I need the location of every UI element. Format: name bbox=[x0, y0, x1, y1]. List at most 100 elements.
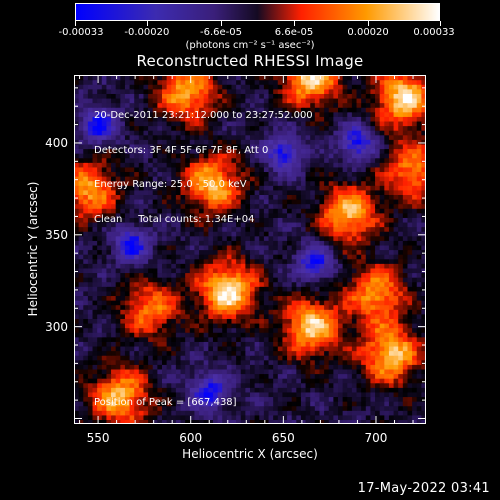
heatmap-cell bbox=[120, 350, 126, 356]
heatmap-cell bbox=[212, 378, 219, 384]
heatmap-cell bbox=[388, 405, 395, 411]
heatmap-cell bbox=[101, 130, 108, 136]
heatmap-cell bbox=[115, 254, 121, 260]
heatmap-cell bbox=[87, 120, 94, 127]
heatmap-cell bbox=[370, 139, 376, 145]
heatmap-cell bbox=[296, 368, 302, 375]
heatmap-cell bbox=[217, 410, 223, 416]
heatmap-cell bbox=[226, 198, 233, 205]
heatmap-cell bbox=[171, 313, 177, 319]
heatmap-cell bbox=[148, 419, 154, 424]
heatmap-cell bbox=[106, 345, 112, 352]
heatmap-cell bbox=[231, 336, 237, 342]
heatmap-cell bbox=[268, 345, 274, 352]
heatmap-cell bbox=[74, 120, 80, 127]
heatmap-cell bbox=[402, 300, 409, 306]
heatmap-cell bbox=[245, 258, 251, 264]
heatmap-cell bbox=[273, 341, 279, 347]
heatmap-cell bbox=[189, 382, 196, 388]
heatmap-cell bbox=[287, 304, 293, 310]
heatmap-cell bbox=[421, 313, 426, 319]
heatmap-cell bbox=[97, 157, 103, 163]
heatmap-cell bbox=[259, 231, 265, 237]
heatmap-cell bbox=[319, 277, 325, 283]
heatmap-cell bbox=[162, 419, 168, 424]
heatmap-cell bbox=[185, 290, 191, 297]
heatmap-cell bbox=[375, 240, 381, 246]
heatmap-cell bbox=[236, 272, 242, 278]
heatmap-cell bbox=[162, 368, 168, 375]
heatmap-cell bbox=[101, 162, 108, 168]
heatmap-cell bbox=[398, 267, 404, 274]
heatmap-cell bbox=[421, 157, 426, 163]
heatmap-cell bbox=[351, 414, 358, 421]
heatmap-cell bbox=[263, 157, 270, 163]
heatmap-cell bbox=[111, 332, 117, 338]
heatmap-cell bbox=[250, 171, 256, 177]
heatmap-cell bbox=[115, 313, 121, 319]
heatmap-cell bbox=[375, 258, 381, 264]
heatmap-cell bbox=[388, 391, 395, 398]
heatmap-cell bbox=[263, 120, 270, 127]
heatmap-cell bbox=[282, 254, 288, 260]
heatmap-cell bbox=[180, 313, 186, 319]
heatmap-cell bbox=[231, 387, 237, 393]
heatmap-cell bbox=[129, 345, 135, 352]
heatmap-cell bbox=[245, 336, 251, 342]
heatmap-cell bbox=[282, 341, 288, 347]
heatmap-cell bbox=[148, 139, 154, 145]
heatmap-cell bbox=[148, 249, 154, 255]
heatmap-cell bbox=[412, 162, 418, 168]
heatmap-cell bbox=[412, 221, 418, 228]
heatmap-cell bbox=[180, 277, 186, 283]
heatmap-cell bbox=[175, 277, 182, 283]
heatmap-cell bbox=[171, 272, 177, 278]
heatmap-cell bbox=[222, 180, 228, 186]
heatmap-cell bbox=[162, 162, 168, 168]
heatmap-cell bbox=[291, 350, 297, 356]
heatmap-cell bbox=[236, 240, 242, 246]
heatmap-cell bbox=[277, 341, 284, 347]
heatmap-cell bbox=[143, 171, 149, 177]
heatmap-cell bbox=[180, 396, 186, 402]
heatmap-cell bbox=[240, 180, 246, 186]
heatmap-cell bbox=[97, 368, 103, 375]
heatmap-cell bbox=[254, 134, 260, 140]
heatmap-cell bbox=[120, 134, 126, 140]
heatmap-cell bbox=[185, 341, 191, 347]
heatmap-cell bbox=[300, 189, 307, 195]
heatmap-cell bbox=[222, 327, 228, 333]
heatmap-cell bbox=[166, 231, 172, 237]
heatmap-cell bbox=[402, 166, 409, 173]
heatmap-cell bbox=[129, 189, 135, 195]
heatmap-cell bbox=[226, 221, 233, 228]
heatmap-cell bbox=[194, 378, 200, 384]
heatmap-cell bbox=[287, 217, 293, 223]
heatmap-cell bbox=[134, 208, 140, 214]
heatmap-cell bbox=[333, 327, 339, 333]
heatmap-cell bbox=[185, 166, 191, 173]
heatmap-cell bbox=[384, 364, 390, 370]
heatmap-cell bbox=[324, 176, 330, 182]
heatmap-cell bbox=[333, 203, 339, 209]
heatmap-cell bbox=[231, 221, 237, 228]
heatmap-cell bbox=[166, 272, 172, 278]
heatmap-cell bbox=[185, 185, 191, 191]
heatmap-cell bbox=[208, 267, 214, 274]
heatmap-cell bbox=[97, 355, 103, 361]
heatmap-cell bbox=[194, 364, 200, 370]
heatmap-cell bbox=[115, 295, 121, 301]
heatmap-cell bbox=[398, 359, 404, 365]
colorbar-tick-label: -6.6e-05 bbox=[200, 27, 242, 38]
heatmap-cell bbox=[226, 153, 233, 159]
heatmap-cell bbox=[92, 143, 98, 150]
heatmap-cell bbox=[370, 249, 376, 255]
heatmap-cell bbox=[143, 166, 149, 173]
heatmap-cell bbox=[240, 189, 246, 195]
heatmap-cell bbox=[194, 277, 200, 283]
heatmap-cell bbox=[120, 130, 126, 136]
heatmap-cell bbox=[328, 249, 334, 255]
heatmap-cell bbox=[412, 387, 418, 393]
heatmap-cell bbox=[101, 189, 108, 195]
heatmap-cell bbox=[305, 134, 311, 140]
